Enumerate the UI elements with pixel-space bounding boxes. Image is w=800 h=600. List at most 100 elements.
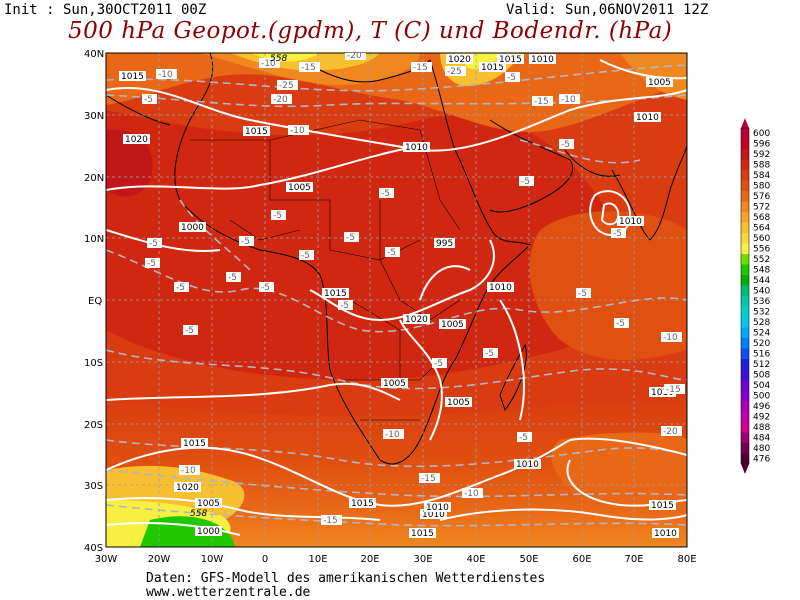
pressure-label-box [424, 502, 451, 512]
lat-label: 20N [84, 173, 104, 184]
pressure-label-box [181, 438, 208, 448]
data-source-credit: Daten: GFS-Modell des amerikanischen Wet… [146, 571, 546, 586]
pressure-label: 1005 [648, 78, 671, 88]
temperature-label: -5 [144, 95, 153, 105]
pressure-label-box [349, 498, 376, 508]
legend-swatch [741, 128, 749, 139]
lon-label: 60E [572, 554, 591, 565]
legend-value-label: 588 [753, 161, 770, 171]
temperature-label-box [383, 429, 404, 439]
pressure-label-box [409, 528, 436, 538]
lat-label: 30S [84, 481, 103, 492]
legend-value-label: 532 [753, 308, 770, 318]
temperature-label: -5 [507, 73, 516, 83]
longitude-axis: 30W 20W 10W 0 10E 20E 30E 40E 50E 60E 70… [95, 554, 697, 565]
temperature-label-box [532, 96, 553, 106]
temperature-label: -5 [578, 289, 587, 299]
pressure-label: 1015 [121, 72, 144, 82]
legend-swatch [741, 264, 749, 275]
temperature-label: -10 [181, 466, 196, 476]
legend-swatch [741, 453, 749, 464]
lon-label: 20W [148, 554, 171, 565]
lon-label: 10E [308, 554, 327, 565]
legend-value-label: 512 [753, 360, 770, 370]
pressure-label: 1010 [651, 388, 674, 398]
pressure-label: 1010 [654, 529, 677, 539]
temperature-label-box [338, 300, 353, 310]
temperature-label-box [661, 332, 682, 342]
temperature-label-box [462, 488, 483, 498]
map-title: 500 hPa Geopot.(gpdm), T (C) und Bodendr… [68, 18, 673, 44]
temperature-label: -5 [613, 229, 622, 239]
temperature-label: -5 [381, 189, 390, 199]
pressure-label: 1000 [181, 223, 204, 233]
legend-swatch [741, 306, 749, 317]
legend-value-label: 540 [753, 287, 770, 297]
legend-value-label: 536 [753, 297, 770, 307]
temperature-label: -5 [519, 433, 528, 443]
legend-swatch [741, 149, 749, 160]
legend-value-label: 528 [753, 318, 770, 328]
lon-label: 70E [624, 554, 643, 565]
temperature-label-box [576, 288, 591, 298]
temperature-label-box [411, 62, 432, 72]
pressure-label-box [439, 319, 466, 329]
legend-value-label: 600 [753, 129, 770, 139]
legend-swatch [741, 159, 749, 170]
temperature-label: -10 [464, 489, 479, 499]
legend-swatch [741, 201, 749, 212]
temperature-label: -5 [521, 177, 530, 187]
temperature-label: -5 [176, 283, 185, 293]
legend-swatch [741, 222, 749, 233]
legend-value-label: 576 [753, 192, 770, 202]
pressure-label: 1010 [489, 283, 512, 293]
lat-label: EQ [88, 296, 102, 307]
temperature-label: -15 [323, 516, 338, 526]
lon-label: 80E [677, 554, 696, 565]
pressure-label: 1015 [481, 63, 504, 73]
legend-swatch [741, 327, 749, 338]
temperature-label-box [611, 228, 626, 238]
temperature-label: -5 [616, 319, 625, 329]
legend-swatch [741, 369, 749, 380]
temperature-label: -10 [261, 59, 276, 69]
temperature-label-box [483, 348, 498, 358]
temperature-label: -5 [346, 233, 355, 243]
temperature-label-box [226, 272, 241, 282]
temperature-label: -5 [387, 248, 396, 258]
map-frame [105, 52, 688, 548]
pressure-label-box [434, 238, 455, 248]
legend-swatch [741, 285, 749, 296]
lon-label: 50E [519, 554, 538, 565]
lon-label: 10W [201, 554, 224, 565]
legend-value-label: 592 [753, 150, 770, 160]
temperature-label-box [517, 432, 532, 442]
temperature-label-box [559, 139, 574, 149]
temperature-label-box [183, 325, 198, 335]
legend-swatch [741, 170, 749, 181]
legend-swatch [741, 401, 749, 412]
temperature-label: -10 [290, 126, 305, 136]
pressure-label: 1015 [411, 529, 434, 539]
pressure-label: 1005 [441, 320, 464, 330]
temperature-label-box [174, 282, 189, 292]
legend-value-label: 508 [753, 371, 770, 381]
legend-swatch [741, 380, 749, 391]
temperature-label: -10 [663, 333, 678, 343]
temperature-label-box [277, 80, 298, 90]
legend-value-label: 560 [753, 234, 770, 244]
lat-label: 10S [84, 358, 103, 369]
legend-swatch [741, 432, 749, 443]
temperature-label-box [664, 384, 685, 394]
legend-value-label: 544 [753, 276, 770, 286]
temperature-label-box [432, 358, 447, 368]
temperature-label-box [259, 58, 280, 68]
lat-label: 30N [84, 111, 104, 122]
pressure-label: 1005 [383, 379, 406, 389]
temperature-label: -15 [413, 63, 428, 73]
pressure-label: 1010 [516, 460, 539, 470]
temperature-label: -5 [147, 259, 156, 269]
legend-value-label: 516 [753, 350, 770, 360]
temperature-label: -5 [185, 326, 194, 336]
